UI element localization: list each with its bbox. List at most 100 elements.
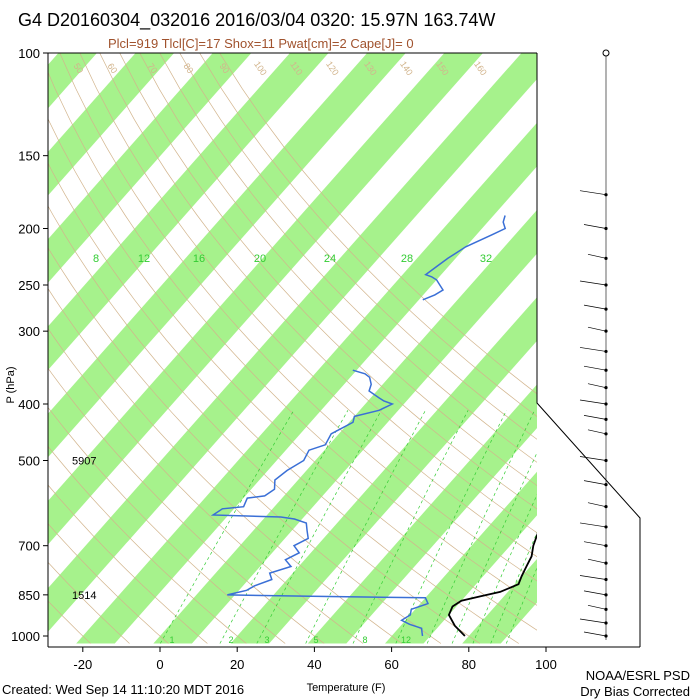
mixing-ratio-bottom-label: 8 (362, 635, 367, 645)
x-tick-label: 20 (230, 657, 244, 672)
temp-band (48, 53, 252, 283)
dry-adiabat-line (48, 247, 442, 644)
mixing-ratio-line (426, 410, 535, 644)
dry-adiabat-label: 90 (217, 61, 231, 75)
wind-panel-outline (536, 53, 641, 647)
mixing-ratio-label: 24 (324, 253, 336, 265)
wind-barb (579, 456, 607, 461)
dry-adiabat-label: 50 (71, 61, 85, 75)
credit-noaa: NOAA/ESRL PSD (585, 668, 690, 683)
temp-band (694, 0, 700, 643)
wind-barb (579, 522, 607, 528)
y-tick-label: 700 (18, 539, 40, 554)
wind-barb (579, 190, 607, 196)
dry-adiabat-line (48, 600, 91, 644)
mixing-ratio-label: 20 (254, 253, 266, 265)
dry-adiabat-line (219, 53, 640, 469)
mixing-ratio-line (490, 410, 592, 644)
wind-barb (583, 365, 607, 371)
mixing-ratio-bottom-label: 5 (313, 635, 318, 645)
dry-adiabat-line (48, 118, 558, 644)
mixing-ratio-label: 8 (93, 253, 99, 265)
axes-labels: -20 0 20 40 60 80 1001001502002503004005007008… (5, 46, 557, 694)
dry-adiabat-line (48, 445, 247, 644)
dry-adiabat-line (48, 561, 130, 644)
dry-adiabat-label: 60 (105, 61, 119, 75)
wind-barb (583, 590, 607, 596)
y-tick-label: 250 (18, 278, 40, 293)
mixing-ratio-label: 12 (138, 253, 150, 265)
temp-band (48, 53, 561, 632)
wind-barb (579, 399, 607, 405)
y-tick-label: 100 (18, 46, 40, 61)
dry-adiabat-line (48, 205, 481, 644)
wind-barb-point (604, 593, 608, 597)
mixing-ratio-line (451, 410, 558, 644)
mixing-ratio-line (256, 410, 382, 644)
height-label: 1514 (72, 590, 96, 602)
wind-barb (587, 429, 607, 435)
wind-barb (583, 304, 607, 310)
temp-band (48, 53, 175, 196)
dewpoint-line (210, 369, 430, 637)
x-tick-label: -20 (73, 657, 92, 672)
wind-barb (587, 558, 607, 564)
mixing-ratio-bottom-label: 1 (169, 635, 174, 645)
mixing-ratio-line (219, 410, 349, 644)
x-tick-label: 100 (535, 657, 557, 672)
y-tick-label: 400 (18, 397, 40, 412)
temp-band (48, 53, 406, 458)
wind-barb (579, 280, 607, 286)
temp-band (48, 53, 329, 371)
x-axis-label: Temperature (F) (307, 682, 386, 694)
temp-band (76, 53, 638, 644)
dry-adiabat-line (48, 287, 403, 644)
x-tick-label: 60 (384, 657, 398, 672)
wind-barb-point (604, 621, 608, 625)
wind-barb (579, 575, 607, 580)
x-tick-label: 40 (307, 657, 321, 672)
wind-barb-point (604, 561, 608, 565)
x-tick-label: 80 (462, 657, 476, 672)
mixing-ratio-label: 28 (401, 253, 413, 265)
dry-adiabat-line (119, 53, 640, 578)
wind-barb (583, 541, 607, 547)
dewpoint-upper-line (422, 215, 507, 301)
mixing-ratio-bottom-label: 2 (228, 635, 233, 645)
dry-adiabat-line (48, 328, 364, 644)
y-tick-label: 150 (18, 149, 40, 164)
dry-adiabat-label: 80 (181, 61, 195, 75)
y-tick-label: 500 (18, 453, 40, 468)
mixing-ratio-line (159, 410, 295, 644)
dry-adiabat-line (48, 406, 286, 644)
mixing-ratio-line (395, 410, 507, 644)
dry-adiabat-line (99, 53, 640, 601)
wind-barb (583, 415, 607, 420)
wind-barb (587, 604, 607, 610)
wind-barb (579, 347, 607, 352)
mixing-ratio-label: 16 (193, 253, 205, 265)
mixing-ratio-bottom-label: 12 (401, 635, 411, 645)
y-tick-label: 1000 (11, 629, 40, 644)
temp-band (153, 93, 640, 644)
wind-barb (587, 253, 607, 259)
mixing-ratio-bottom-label: 3 (264, 635, 269, 645)
dry-adiabat-line (48, 367, 325, 644)
dry-adiabat-line (199, 53, 640, 490)
wind-barb (587, 502, 607, 508)
y-axis-label: P (hPa) (5, 366, 17, 403)
wind-barb (583, 631, 607, 637)
dry-adiabat-line (48, 71, 597, 644)
y-tick-label: 850 (18, 588, 40, 603)
y-tick-label: 200 (18, 222, 40, 237)
wind-barb (583, 224, 607, 229)
wind-barbs (579, 49, 610, 640)
dry-adiabat-line (48, 523, 169, 644)
wind-calm-circle (602, 49, 610, 57)
dry-adiabat-label: 70 (145, 61, 159, 75)
mixing-ratio-label: 32 (480, 253, 492, 265)
wind-barb (579, 618, 607, 624)
created-timestamp: Created: Wed Sep 14 11:10:20 MDT 2016 (2, 682, 245, 697)
chart-subtitle: Plcl=919 Tlcl[C]=17 Shox=11 Pwat[cm]=2 C… (108, 36, 414, 51)
